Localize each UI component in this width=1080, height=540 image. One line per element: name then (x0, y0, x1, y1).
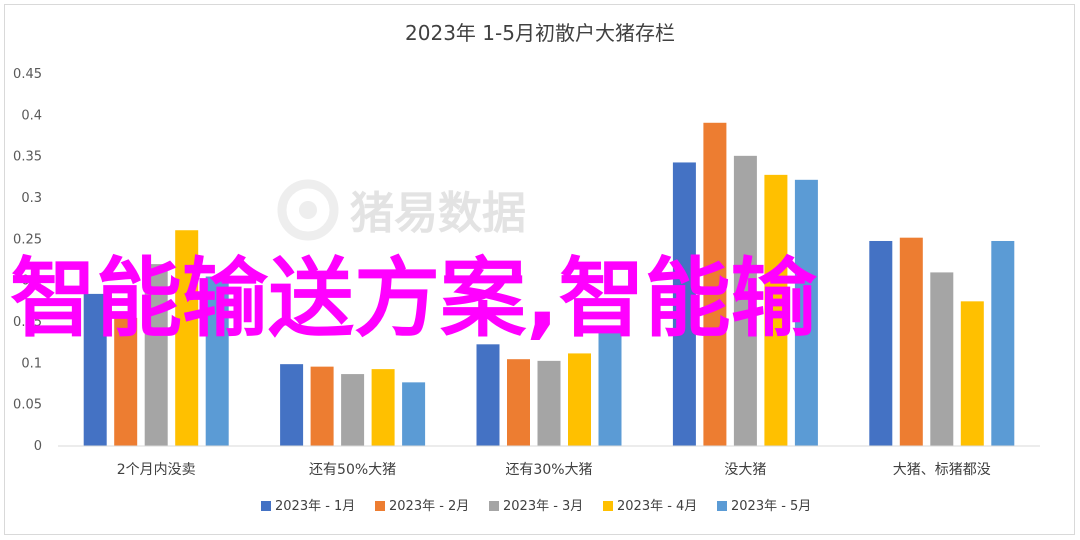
bar (672, 162, 696, 446)
legend-swatch (375, 501, 385, 511)
y-axis: 0 0.05 0.1 0.15 0.2 0.25 0.3 0.35 0.4 0.45 (13, 67, 42, 454)
y-tick-label: 0.3 (21, 191, 42, 206)
x-category-label: 大猪、标猪都没 (893, 462, 991, 478)
bar (537, 360, 561, 446)
bar (930, 272, 954, 446)
watermark-logo-icon (277, 179, 339, 241)
legend-label: 2023年 - 1月 (275, 499, 355, 514)
watermark-text: 猪易数据 (350, 188, 526, 239)
bar (280, 364, 304, 446)
legend-label: 2023年 - 3月 (503, 499, 583, 514)
bar (402, 382, 426, 446)
legend-swatch (603, 501, 613, 511)
y-tick-label: 0.1 (21, 356, 42, 371)
bar (114, 317, 138, 446)
legend-swatch (717, 501, 727, 511)
x-category-label: 还有50%大猪 (309, 462, 396, 478)
chart-title: 2023年 1-5月初散户大猪存栏 (405, 21, 675, 45)
overlay-banner-text: 智能输送方案,智能输 (10, 249, 818, 349)
y-tick-label: 0.15 (13, 315, 42, 330)
bar (507, 359, 530, 446)
x-category-label: 还有30%大猪 (505, 462, 592, 478)
bar (144, 264, 168, 446)
bar (371, 369, 395, 446)
y-tick-label: 0.45 (13, 67, 42, 82)
bar (869, 240, 893, 446)
bar (764, 174, 788, 446)
bar (205, 276, 229, 446)
y-tick-label: 0.05 (13, 398, 42, 413)
bar (733, 155, 757, 446)
legend-swatch (489, 501, 499, 511)
bar (703, 122, 727, 447)
bar (899, 237, 923, 446)
y-tick-label: 0 (34, 439, 42, 454)
x-category-label: 没大猪 (724, 462, 766, 478)
bar (310, 366, 334, 446)
bar (960, 301, 984, 446)
x-category-label: 2个月内没卖 (117, 462, 196, 478)
bar (341, 374, 365, 446)
bar (175, 230, 199, 446)
legend-label: 2023年 - 5月 (731, 499, 811, 514)
bar (83, 293, 107, 446)
legend-swatch (261, 501, 271, 511)
watermark: 猪易数据 (277, 179, 526, 241)
bar (598, 326, 622, 446)
legend: 2023年 - 1月 2023年 - 2月 2023年 - 3月 2023年 - 4月… (261, 499, 811, 514)
legend-label: 2023年 - 4月 (617, 499, 697, 514)
bar (991, 240, 1015, 446)
bar (476, 344, 500, 446)
bar (794, 179, 818, 446)
x-axis: 2个月内没卖 还有50%大猪 还有30%大猪 没大猪 大猪、标猪都没 (117, 462, 991, 478)
y-tick-label: 0.4 (21, 108, 42, 123)
y-tick-label: 0.25 (13, 232, 42, 247)
y-tick-label: 0.35 (13, 150, 42, 165)
bars (83, 122, 1015, 447)
legend-label: 2023年 - 2月 (389, 499, 469, 514)
bar (568, 353, 591, 446)
y-tick-label: 0.2 (21, 274, 42, 289)
